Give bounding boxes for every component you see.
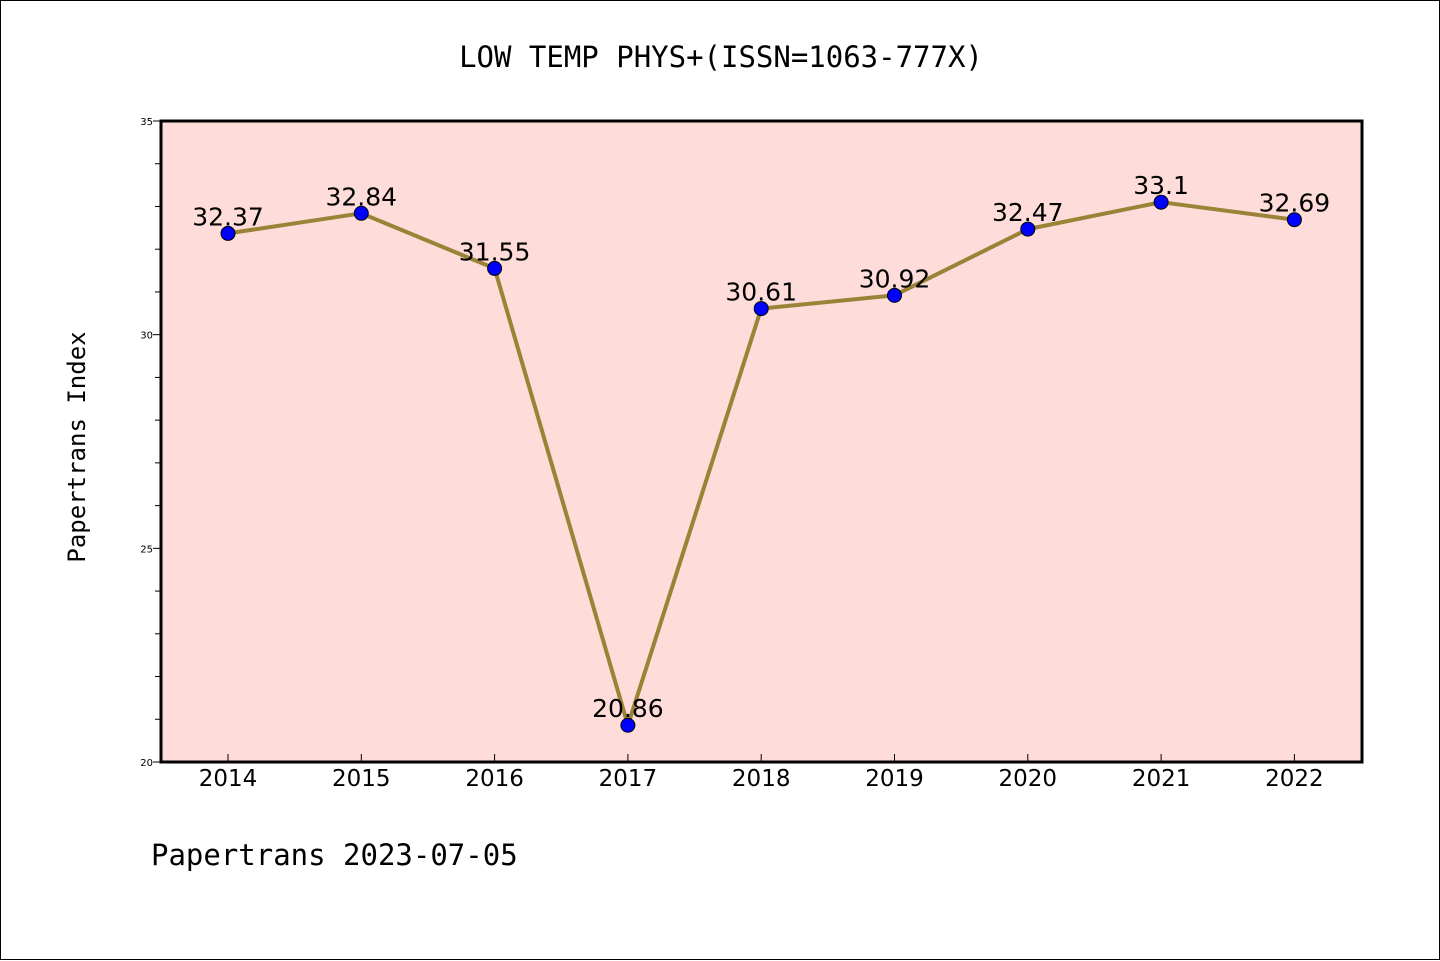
x-tick-label: 2022 xyxy=(1265,766,1324,792)
footer-text: Papertrans 2023-07-05 xyxy=(151,838,518,872)
x-tick-label: 2014 xyxy=(199,766,258,792)
data-point-2016 xyxy=(487,260,503,276)
data-point-2021 xyxy=(1153,194,1169,210)
x-tick-label: 2019 xyxy=(865,766,924,792)
data-label-2022: 32.69 xyxy=(1259,189,1331,218)
y-tick-label: 35 xyxy=(140,117,153,128)
data-label-2020: 32.47 xyxy=(992,198,1064,227)
data-label-2018: 30.61 xyxy=(725,278,797,307)
y-axis-label: Papertrans Index xyxy=(63,331,91,562)
y-tick-label: 25 xyxy=(140,544,153,555)
plot-border xyxy=(159,119,1364,764)
data-label-2015: 32.84 xyxy=(326,182,398,211)
data-point-2018 xyxy=(753,301,769,317)
y-tick-label: 20 xyxy=(140,758,153,769)
data-point-2014 xyxy=(220,225,236,241)
x-axis: 2014 2015 2016 2017 2018 2019 2020 2021 2022 xyxy=(199,754,1324,792)
x-tick-label: 2015 xyxy=(332,766,391,792)
data-label-2016: 31.55 xyxy=(459,237,531,266)
data-label-2021: 33.1 xyxy=(1133,171,1189,200)
series-layer: 32.37 32.84 31.55 20.86 30.61 30.92 32.47 33.1 3… xyxy=(192,171,1331,733)
x-tick-label: 2020 xyxy=(999,766,1058,792)
data-point-2019 xyxy=(887,287,902,303)
plot-area xyxy=(161,121,1362,762)
x-tick-label: 2018 xyxy=(732,766,791,792)
data-point-2015 xyxy=(353,205,369,221)
data-label-2019: 30.92 xyxy=(859,264,931,293)
y-axis: 20 25 30 35 xyxy=(140,117,161,769)
y-tick-label: 30 xyxy=(140,331,153,342)
data-label-2014: 32.37 xyxy=(192,202,264,231)
chart-title: LOW TEMP PHYS+(ISSN=1063-777X) xyxy=(459,40,983,74)
data-point-2020 xyxy=(1020,221,1036,237)
data-label-2017: 20.86 xyxy=(592,694,664,723)
x-tick-label: 2021 xyxy=(1132,766,1191,792)
data-point-2022 xyxy=(1286,212,1302,228)
x-tick-label: 2017 xyxy=(599,766,658,792)
data-point-2017 xyxy=(620,717,636,733)
x-tick-label: 2016 xyxy=(465,766,524,792)
